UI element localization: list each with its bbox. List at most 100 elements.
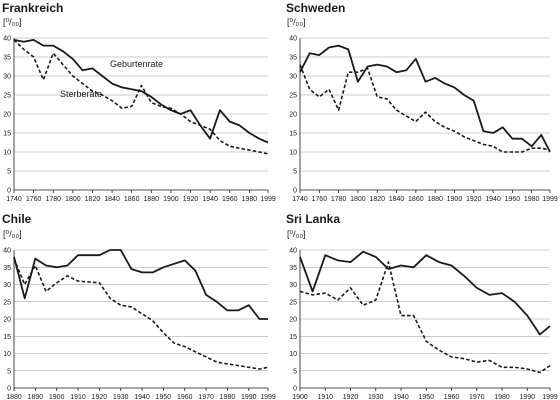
y-tick-label: 5 xyxy=(293,169,297,176)
x-tick-label: 1740 xyxy=(6,196,22,203)
x-tick-label: 1990 xyxy=(241,394,257,400)
x-tick-label: 1999 xyxy=(260,394,276,400)
y-tick-label: 40 xyxy=(3,36,11,43)
x-tick-label: 1980 xyxy=(220,394,236,400)
x-tick-label: 1940 xyxy=(202,196,218,203)
x-tick-label: 1840 xyxy=(389,196,405,203)
x-tick-label: 1920 xyxy=(466,196,482,203)
y-tick-label: 25 xyxy=(3,93,11,100)
y-tick-label: 40 xyxy=(289,248,297,255)
y-tick-label: 15 xyxy=(289,334,297,341)
annotation-geburtenrate: Geburtenrate xyxy=(110,59,163,69)
x-tick-label: 1900 xyxy=(292,394,308,400)
x-tick-label: 1800 xyxy=(350,196,366,203)
x-tick-label: 1880 xyxy=(144,196,160,203)
x-tick-label: 1970 xyxy=(198,394,214,400)
x-tick-label: 1999 xyxy=(542,394,558,400)
panel-frankreich: Frankreich [⁰/₀₀] 0 5 10 15 20 25 30 35 40 1740 17… xyxy=(2,1,276,203)
x-tick-label: 1999 xyxy=(542,196,558,203)
x-tick-label: 1920 xyxy=(343,394,359,400)
death-rate-line xyxy=(299,261,551,374)
y-tick-label: 5 xyxy=(293,368,297,375)
x-tick-label: 1780 xyxy=(331,196,347,203)
y-tick-label: 35 xyxy=(289,55,297,62)
panel-chile: Chile [⁰/₀₀] 0 5 10 15 20 25 30 35 40 1880 1890 190… xyxy=(2,212,276,400)
x-tick-label: 1860 xyxy=(408,196,424,203)
y-tick-label: 35 xyxy=(3,55,11,62)
panel-title: Sri Lanka xyxy=(286,212,340,226)
y-tick-label: 30 xyxy=(289,282,297,289)
unit-label: [⁰/₀₀] xyxy=(287,229,306,239)
x-tick-label: 1960 xyxy=(505,196,521,203)
x-tick-label: 1780 xyxy=(45,196,61,203)
y-tick-label: 20 xyxy=(289,112,297,119)
x-tick-label: 1980 xyxy=(494,394,510,400)
y-tick-label: 20 xyxy=(3,112,11,119)
x-tick-label: 1970 xyxy=(469,394,485,400)
plot-area: 0 5 10 15 20 25 30 35 40 1900 1910 1920 1930 1940 1950… xyxy=(289,248,558,400)
y-tick-label: 35 xyxy=(289,265,297,272)
panel-title: Schweden xyxy=(286,1,345,15)
panel-title: Frankreich xyxy=(2,1,63,15)
x-tick-label: 1940 xyxy=(393,394,409,400)
y-tick-label: 30 xyxy=(3,74,11,81)
plot-area: 0 5 10 15 20 25 30 35 40 1740 1760 1780 1800 1820 1840… xyxy=(289,36,558,204)
death-rate-line xyxy=(13,258,269,370)
y-tick-label: 20 xyxy=(289,317,297,324)
y-tick-label: 15 xyxy=(3,131,11,138)
x-tick-label: 1900 xyxy=(49,394,65,400)
y-tick-label: 40 xyxy=(289,36,297,43)
unit-label: [⁰/₀₀] xyxy=(287,17,306,27)
x-tick-label: 1980 xyxy=(524,196,540,203)
y-tick-label: 10 xyxy=(289,150,297,157)
y-tick-label: 0 xyxy=(7,188,11,195)
x-tick-label: 1910 xyxy=(70,394,86,400)
birth-rate-line xyxy=(13,249,268,320)
x-tick-label: 1920 xyxy=(92,394,108,400)
x-tick-label: 1900 xyxy=(163,196,179,203)
plot-area: 0 5 10 15 20 25 30 35 40 1880 1890 1900 1910 1920 1930… xyxy=(3,248,276,400)
x-tick-label: 1950 xyxy=(418,394,434,400)
x-tick-label: 1980 xyxy=(242,196,258,203)
birth-rate-line xyxy=(13,39,269,144)
x-tick-label: 1960 xyxy=(177,394,193,400)
x-tick-label: 1990 xyxy=(519,394,535,400)
x-tick-label: 1760 xyxy=(26,196,42,203)
x-tick-label: 1950 xyxy=(156,394,172,400)
x-tick-label: 1930 xyxy=(113,394,129,400)
x-tick-label: 1840 xyxy=(104,196,120,203)
x-tick-label: 1920 xyxy=(183,196,199,203)
panel-title: Chile xyxy=(2,212,32,226)
x-tick-label: 1940 xyxy=(485,196,501,203)
annotation-sterberate: Sterberate xyxy=(60,89,102,99)
x-tick-label: 1910 xyxy=(317,394,333,400)
y-tick-label: 15 xyxy=(3,334,11,341)
x-tick-label: 1860 xyxy=(124,196,140,203)
x-tick-label: 1900 xyxy=(447,196,463,203)
y-tick-label: 0 xyxy=(7,386,11,393)
y-tick-label: 15 xyxy=(289,131,297,138)
x-tick-label: 1940 xyxy=(134,394,150,400)
x-tick-label: 1800 xyxy=(65,196,81,203)
y-tick-label: 10 xyxy=(289,351,297,358)
y-tick-label: 30 xyxy=(289,74,297,81)
x-tick-label: 1960 xyxy=(444,394,460,400)
x-tick-label: 1760 xyxy=(312,196,328,203)
death-rate-line xyxy=(13,39,269,155)
y-tick-label: 40 xyxy=(3,248,11,255)
x-tick-label: 1740 xyxy=(292,196,308,203)
unit-label: [⁰/₀₀] xyxy=(3,17,22,27)
y-tick-label: 25 xyxy=(289,299,297,306)
y-tick-label: 5 xyxy=(7,368,11,375)
y-tick-label: 25 xyxy=(289,93,297,100)
y-tick-label: 10 xyxy=(3,150,11,157)
y-tick-label: 30 xyxy=(3,282,11,289)
unit-label: [⁰/₀₀] xyxy=(3,229,22,239)
y-tick-label: 0 xyxy=(293,188,297,195)
y-tick-label: 0 xyxy=(293,386,297,393)
birth-rate-line xyxy=(299,250,551,336)
y-tick-label: 5 xyxy=(7,169,11,176)
x-tick-label: 1820 xyxy=(369,196,385,203)
